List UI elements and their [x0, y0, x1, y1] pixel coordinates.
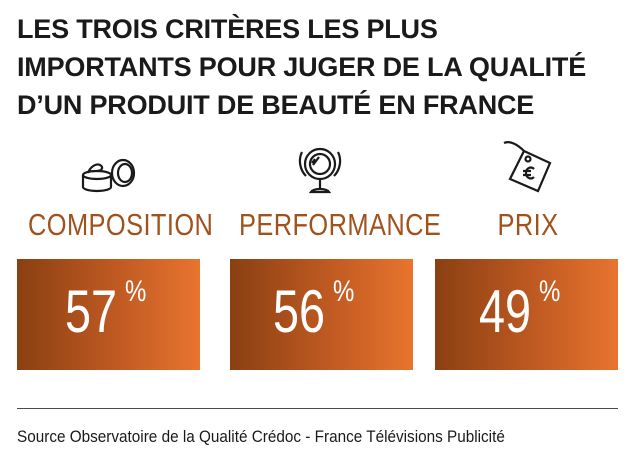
criterion-label: PERFORMANCE [239, 207, 442, 242]
value-box: 56 % [230, 259, 413, 370]
value-number: 56 [273, 278, 326, 345]
criterion-label: COMPOSITION [28, 207, 214, 242]
criterion-label: PRIX [497, 207, 559, 242]
value-box: 49 % [435, 259, 618, 370]
percent-sign: % [125, 275, 147, 308]
criteria-cards: COMPOSITION 57 % PERFORMANCE 56 % [17, 141, 618, 370]
divider [17, 408, 618, 409]
mirror-icon [298, 147, 342, 194]
euro-price-tag-icon [503, 141, 552, 193]
percent-sign: % [333, 275, 355, 308]
value-number: 57 [65, 278, 118, 345]
percent-sign: % [539, 275, 561, 308]
cream-jar-icon [81, 158, 136, 193]
chart-title: LES TROIS CRITÈRES LES PLUS IMPORTANTS P… [17, 14, 587, 120]
value-box: 57 % [17, 259, 200, 370]
source-note: Source Observatoire de la Qualité Crédoc… [17, 427, 505, 446]
value-number: 49 [479, 278, 532, 345]
